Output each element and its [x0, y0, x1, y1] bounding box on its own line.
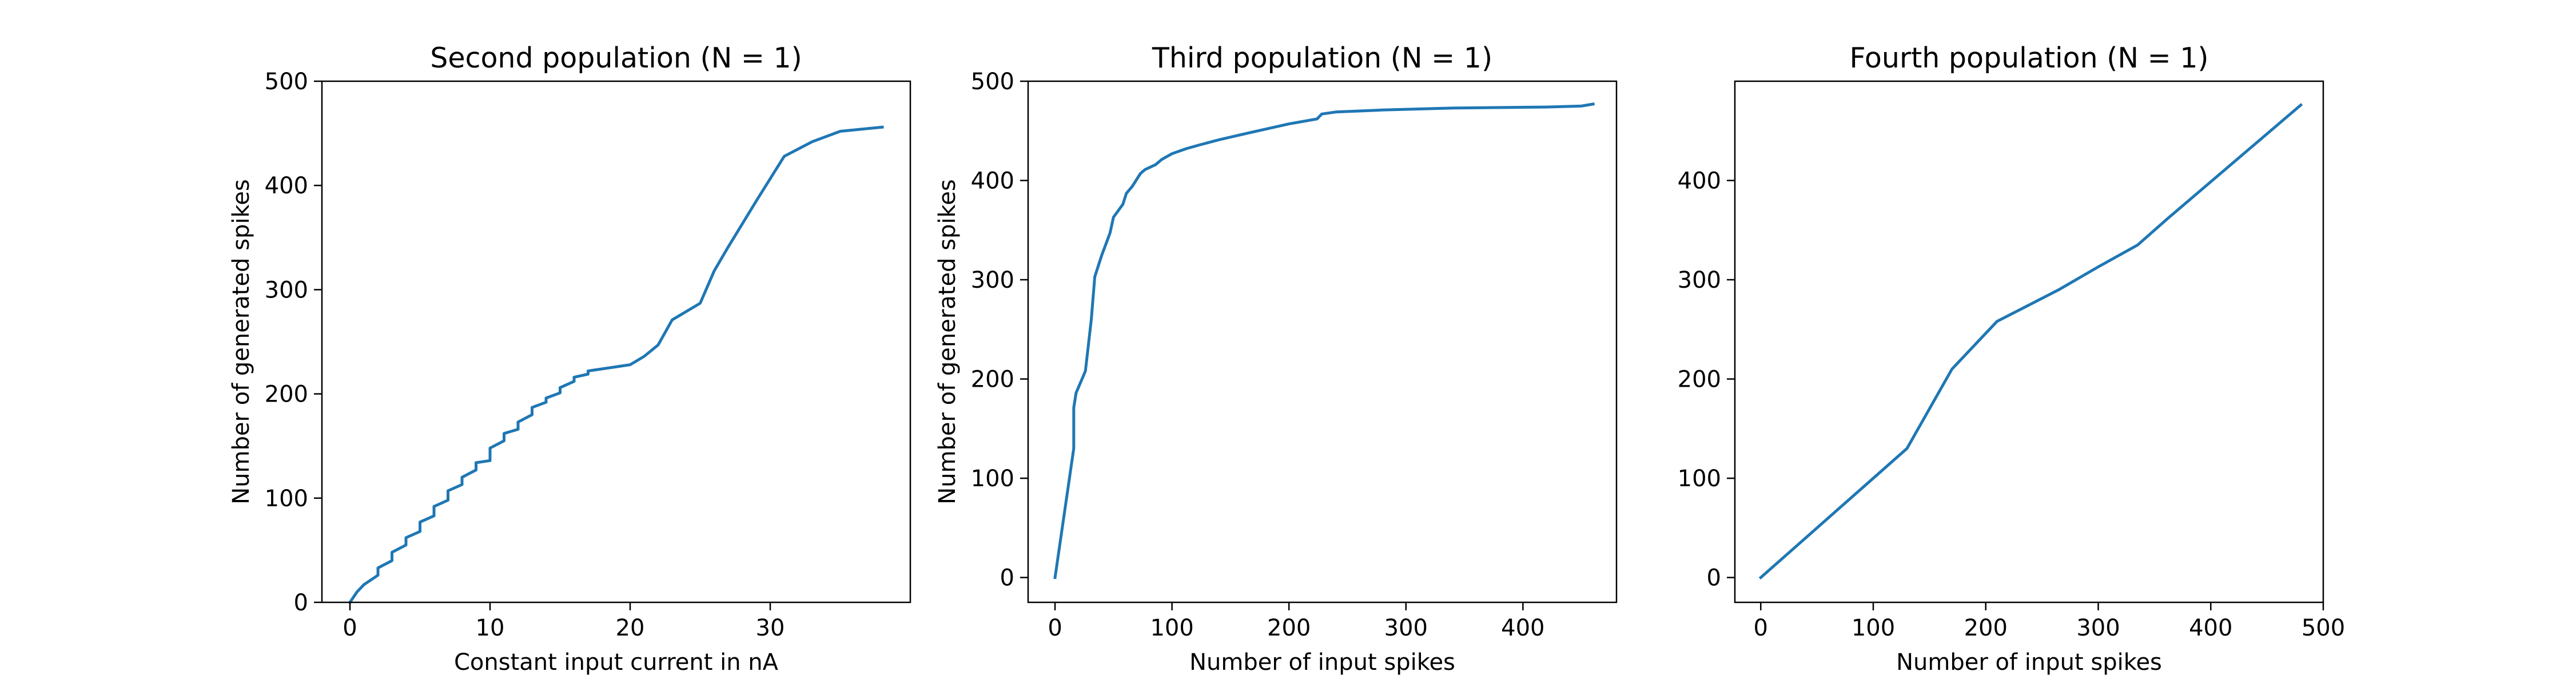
x-tick-label: 200 [1267, 615, 1311, 641]
y-tick-label: 100 [265, 486, 308, 512]
series-line-1 [348, 125, 884, 605]
x-tick-label: 400 [1501, 615, 1544, 641]
series-line-1 [1053, 102, 1595, 579]
y-tick-label: 500 [971, 69, 1014, 95]
y-tick-label: 200 [971, 367, 1014, 393]
series-line-1 [1758, 103, 2303, 580]
y-tick-label: 200 [265, 382, 308, 408]
x-tick-label: 0 [1754, 615, 1768, 641]
x-tick-label: 500 [2302, 615, 2345, 641]
y-tick-label: 0 [1707, 565, 1721, 591]
x-axis-label: Constant input current in nA [454, 649, 779, 676]
y-tick-label: 100 [1678, 466, 1721, 492]
y-tick-label: 200 [1678, 367, 1721, 393]
x-tick-label: 300 [2076, 615, 2120, 641]
plot-frame [321, 80, 911, 603]
x-tick-label: 0 [343, 615, 357, 641]
x-axis-label: Number of input spikes [1896, 649, 2162, 676]
plot-frame [1027, 80, 1618, 603]
y-tick-label: 0 [1000, 565, 1014, 591]
x-tick-label: 300 [1384, 615, 1428, 641]
y-tick-label: 400 [1678, 168, 1721, 194]
plot-frame [1734, 80, 2324, 603]
y-tick-label: 300 [265, 277, 308, 303]
chart-title: Third population (N = 1) [1152, 42, 1492, 74]
x-tick-label: 10 [476, 615, 505, 641]
x-tick-label: 0 [1048, 615, 1062, 641]
x-tick-label: 400 [2189, 615, 2232, 641]
chart-panel-3: 0 100 200 300 400 500 0 100 200 300 400 Fourth popu… [1678, 42, 2346, 676]
x-axis-label: Number of input spikes [1189, 649, 1455, 676]
chart-title: Second population (N = 1) [430, 42, 802, 74]
y-tick-label: 300 [971, 267, 1014, 293]
y-tick-label: 500 [265, 69, 308, 95]
y-tick-label: 0 [294, 590, 308, 616]
y-tick-label: 300 [1678, 267, 1721, 293]
y-tick-label: 100 [971, 466, 1014, 492]
x-tick-label: 100 [1852, 615, 1895, 641]
chart-title: Fourth population (N = 1) [1849, 42, 2208, 74]
x-tick-label: 30 [756, 615, 785, 641]
y-axis-label: Number of generated spikes [228, 179, 254, 505]
y-tick-label: 400 [265, 173, 308, 199]
x-tick-label: 100 [1150, 615, 1193, 641]
chart-panel-2: 0 100 200 300 400 0 100 200 300 400 500 Third popul… [934, 42, 1618, 676]
y-tick-label: 400 [971, 168, 1014, 194]
y-axis-label: Number of generated spikes [934, 179, 961, 505]
x-tick-label: 20 [616, 615, 645, 641]
x-tick-label: 200 [1964, 615, 2008, 641]
